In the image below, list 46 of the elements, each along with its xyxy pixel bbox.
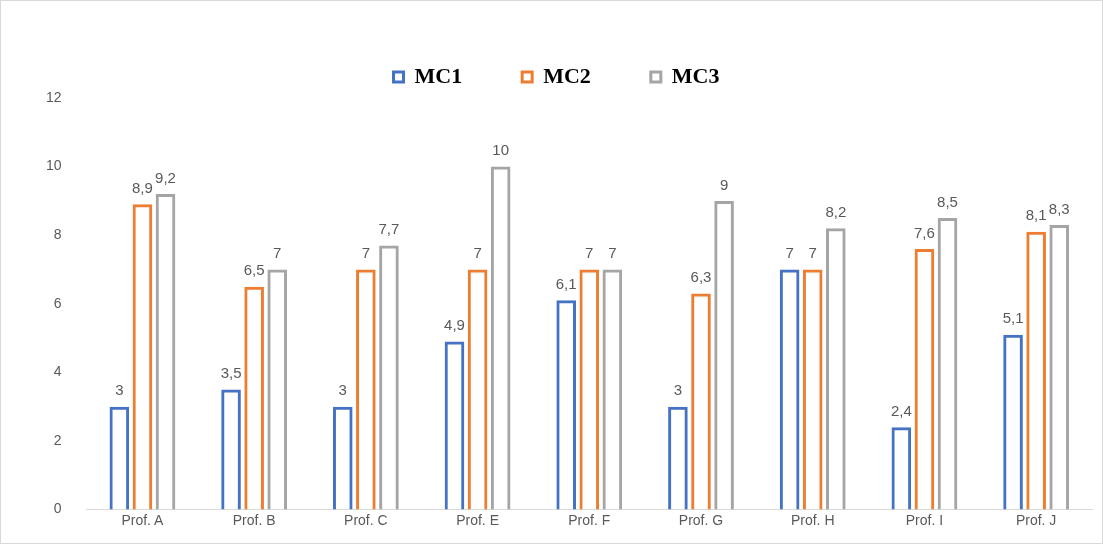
data-label: 3 [673, 381, 683, 399]
data-label: 7,6 [914, 223, 935, 241]
x-tick-label: Prof. E [456, 511, 499, 528]
data-label: 7 [473, 244, 482, 262]
data-label: 5,1 [1002, 309, 1024, 327]
data-label: 7 [585, 244, 594, 262]
y-tick-label: 8 [53, 226, 62, 243]
legend-label: MC3 [671, 62, 720, 88]
legend-label: MC2 [543, 62, 591, 88]
data-label: 3,5 [220, 364, 242, 382]
data-label: 8,5 [937, 192, 958, 210]
x-tick-label: Prof. G [678, 511, 724, 528]
data-label: 7 [361, 244, 371, 262]
y-tick-label: 0 [53, 500, 62, 517]
data-label: 9 [719, 175, 729, 193]
y-tick-label: 12 [45, 88, 62, 105]
y-tick-label: 10 [45, 157, 62, 174]
data-label: 6,5 [243, 261, 265, 279]
legend-label: MC1 [414, 62, 463, 88]
x-tick-label: Prof. H [790, 511, 835, 528]
data-label: 3 [338, 381, 347, 399]
y-tick-label: 6 [53, 294, 62, 311]
data-label: 6,3 [690, 268, 712, 286]
data-label: 8,1 [1025, 206, 1047, 224]
x-tick-label: Prof. J [1015, 511, 1057, 528]
data-label: 10 [492, 141, 509, 159]
data-label: 4,9 [444, 316, 465, 334]
y-tick-label: 4 [53, 363, 62, 380]
y-tick-label: 2 [53, 431, 62, 448]
data-label: 6,1 [555, 275, 577, 293]
x-tick-label: Prof. F [568, 511, 611, 528]
data-label: 8,2 [825, 202, 847, 220]
data-label: 7 [273, 244, 282, 262]
x-tick-label: Prof. I [905, 511, 944, 528]
data-label: 7 [608, 244, 617, 262]
data-label: 7 [808, 244, 817, 262]
x-tick-label: Prof. C [344, 511, 388, 528]
x-tick-label: Prof. A [121, 511, 165, 528]
data-label: 8,3 [1048, 199, 1070, 217]
data-label: 9,2 [155, 168, 176, 186]
data-label: 7 [785, 244, 794, 262]
x-tick-label: Prof. B [232, 511, 276, 528]
data-label: 7,7 [378, 220, 400, 238]
data-label: 2,4 [890, 401, 912, 419]
data-label: 8,9 [132, 178, 153, 196]
data-label: 3 [115, 381, 124, 399]
